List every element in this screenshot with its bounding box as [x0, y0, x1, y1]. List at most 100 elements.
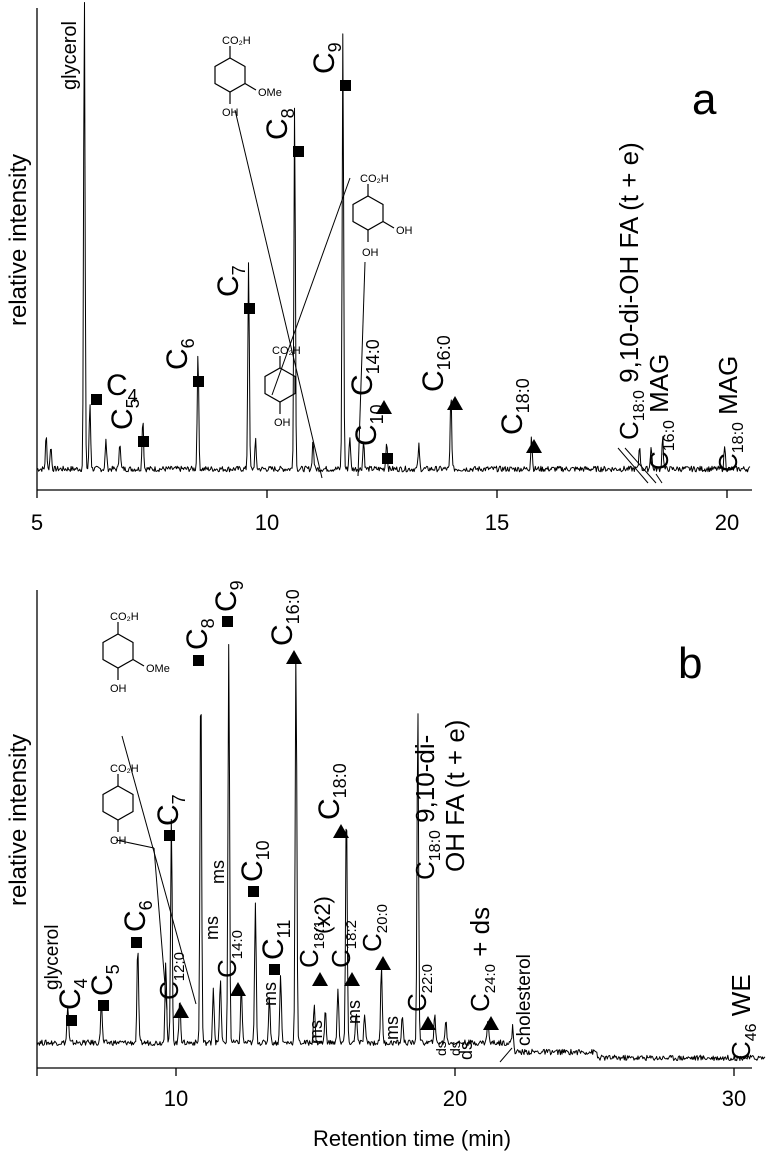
panel-a-c5-label: C5 — [106, 398, 143, 430]
panel-a-leader-diohfa-1 — [617, 447, 649, 484]
svg-text:CO₂H: CO₂H — [272, 345, 301, 357]
panel-b-ms-label-4: ms — [306, 1020, 326, 1044]
panel-a-protocatechuic-structure: CO₂H OH OH — [352, 173, 413, 259]
panel-a-c140-label: C14:0 — [346, 339, 383, 396]
panel-a-vanillic-structure: CO₂H OMe OH — [214, 35, 282, 119]
panel-a-tick-label-5: 5 — [31, 510, 43, 535]
panel-b-tick-label-20: 20 — [443, 1086, 467, 1111]
panel-b-ds-label-2: ds — [447, 1041, 463, 1056]
panel-a-c6-label: C6 — [161, 338, 198, 370]
panel-a-leader-diohfa-2 — [624, 447, 657, 484]
panel-b-ms-label-6: ms — [382, 1016, 402, 1040]
panel-b-glycerol-label: glycerol — [42, 925, 63, 990]
panel-b-c181-marker — [312, 972, 328, 986]
panel-a-c7-label: C7 — [212, 265, 249, 297]
panel-a-diohfa-label: C18:0 9,10-di-OH FA (t + e) — [614, 142, 648, 440]
panel-a-c8-marker — [293, 146, 304, 157]
panel-b-leader-cholesterol — [499, 1047, 513, 1063]
svg-text:OH: OH — [396, 225, 413, 237]
panel-a-tick-label-20: 20 — [715, 510, 739, 535]
panel-a-hydroxybenzoic-structure: CO₂H OH — [264, 345, 301, 429]
panel-b-ms-label-2: ms — [208, 860, 228, 884]
panel-a-c4-label: C4 — [106, 369, 138, 406]
panel-a-mag18-label: C18:0 MAG — [713, 356, 747, 472]
panel-b-hydroxybenzoic-structure: CO₂H OH — [102, 763, 139, 847]
panel-b-ms-label-5: ms — [344, 1000, 364, 1024]
panel-b-c140-marker — [230, 982, 246, 996]
panel-b-c11-label: C11 — [257, 920, 294, 960]
svg-text:CO₂H: CO₂H — [110, 763, 139, 775]
svg-text:OMe: OMe — [146, 663, 170, 675]
panel-b-c11-marker — [269, 964, 280, 975]
panel-b-diohfa-label-line2: OH FA (t + e) — [440, 720, 470, 872]
panel-b-c5-marker — [98, 1000, 109, 1011]
panel-a-c6-marker — [193, 376, 204, 387]
panel-a-c180-marker — [526, 439, 542, 453]
panel-b-we-label: C46 WE — [726, 974, 760, 1060]
panel-a-glycerol-label: glycerol — [59, 21, 81, 90]
panel-b-c4-label: C4 — [54, 978, 91, 1010]
panel-a-label: a — [692, 75, 717, 124]
svg-text:OMe: OMe — [258, 87, 282, 99]
panel-b-c5-label: C5 — [86, 964, 123, 996]
panel-a-c140-marker — [376, 400, 392, 414]
svg-text:CO₂H: CO₂H — [110, 611, 139, 623]
panel-b-c120-marker — [173, 1004, 189, 1018]
panel-b-c160-label: C16:0 — [266, 589, 303, 646]
panel-b-c200-label: C20:0 — [357, 904, 391, 952]
panel-b-c7-label: C7 — [152, 794, 189, 826]
panel-b-x2-label: (x2) — [310, 896, 335, 934]
panel-b-leader-hydroxybenzoic-2 — [153, 847, 168, 1011]
panel-b-ms-label-1: ms — [202, 916, 222, 940]
panel-a-c180-label: C18:0 — [496, 378, 533, 435]
panel-b-c4-marker — [66, 1015, 77, 1026]
panel-b-c10-marker — [248, 886, 259, 897]
panel-b-c182-label: C18:2 — [326, 920, 360, 968]
panel-b-c9-marker — [222, 616, 233, 627]
panel-b-c200-marker — [375, 956, 391, 970]
panel-b-label: b — [678, 639, 702, 688]
panel-b-tick-label-10: 10 — [164, 1086, 188, 1111]
panel-a-c4-marker — [91, 394, 102, 405]
panel-b-xlabel: Retention time (min) — [313, 1126, 511, 1151]
panel-a-c9-label: C9 — [308, 42, 345, 74]
svg-text:OH: OH — [274, 417, 291, 429]
svg-text:OH: OH — [110, 835, 127, 847]
panel-b-c10-label: C10 — [236, 840, 273, 882]
panel-b-tick-label-30: 30 — [722, 1086, 746, 1111]
panel-b-vanillic-structure: CO₂H OMe OH — [102, 611, 170, 695]
panel-a-trace — [36, 2, 751, 473]
panel-b-c8-label: C8 — [181, 618, 218, 650]
panel-b-c220-label: C22:0 — [402, 964, 436, 1012]
panel-b-c6-marker — [131, 937, 142, 948]
panel-b: relative intensity b 10 20 30 Retention … — [5, 580, 766, 1151]
panel-b-leader-hydroxybenzoic — [115, 839, 155, 849]
panel-a-ylabel: relative intensity — [5, 154, 32, 326]
panel-b-trace — [36, 644, 766, 1062]
panel-a-c9-marker — [340, 80, 351, 91]
panel-a-mag16-label: C16:0 MAG — [644, 354, 678, 470]
svg-text:OH: OH — [110, 683, 127, 695]
svg-text:CO₂H: CO₂H — [360, 173, 389, 185]
panel-b-c240-label: C24:0 + ds — [465, 907, 499, 1012]
panel-b-c120-label: C12:0 — [154, 952, 188, 1000]
panel-b-c9-label: C9 — [210, 580, 247, 612]
panel-a-tick-label-10: 10 — [255, 510, 279, 535]
panel-b-ds-label-3: ds — [456, 1041, 476, 1060]
panel-b-c7-marker — [164, 830, 175, 841]
panel-a-c8-label: C8 — [261, 108, 298, 140]
panel-a-c160-marker — [447, 396, 463, 410]
svg-text:OH: OH — [362, 247, 379, 259]
panel-b-c160-marker — [286, 650, 302, 664]
svg-text:OH: OH — [222, 107, 239, 119]
panel-a-c7-marker — [244, 303, 255, 314]
svg-text:CO₂H: CO₂H — [222, 35, 251, 47]
panel-b-ds-label-1: ds — [433, 1041, 449, 1056]
panel-a-c160-label: C16:0 — [417, 335, 454, 392]
panel-b-c8-marker — [193, 655, 204, 666]
panel-b-c6-label: C6 — [119, 900, 156, 932]
panel-b-diohfa-label-line1: C18:0 9,10-di- — [410, 735, 444, 880]
panel-a-leader-protocatechuic — [357, 261, 366, 477]
panel-b-cholesterol-label: cholesterol — [514, 954, 535, 1046]
